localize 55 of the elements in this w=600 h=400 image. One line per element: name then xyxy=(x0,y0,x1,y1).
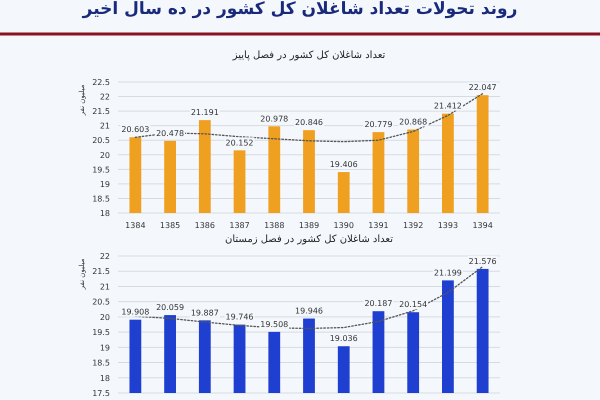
y-tick-label: 20.5 xyxy=(92,298,110,307)
x-tick-label: 1387 xyxy=(229,221,250,230)
y-tick-label: 20.5 xyxy=(92,136,110,146)
data-label: 20.846 xyxy=(295,118,323,128)
y-tick-label: 22.5 xyxy=(92,78,110,87)
data-label: 19.508 xyxy=(260,320,288,329)
data-label: 19.746 xyxy=(226,312,254,322)
x-tick-label: 1390 xyxy=(334,221,354,230)
data-label: 19.887 xyxy=(190,308,219,318)
x-tick-label: 1384 xyxy=(125,221,146,230)
data-label: 20.779 xyxy=(364,120,392,130)
y-tick-label: 19.5 xyxy=(92,165,110,174)
data-label: 21.412 xyxy=(434,102,462,111)
data-label: 20.059 xyxy=(156,303,184,312)
y-tick-label: 21 xyxy=(100,282,110,292)
y-tick-label: 21 xyxy=(100,122,110,131)
data-label: 20.154 xyxy=(399,300,428,310)
data-label: 20.868 xyxy=(399,118,428,127)
y-tick-label: 21.5 xyxy=(92,267,110,276)
data-label: 19.946 xyxy=(295,306,323,316)
y-tick-label: 20 xyxy=(100,312,110,322)
data-label: 20.187 xyxy=(364,299,392,308)
chart-title: تعداد شاغلان کل کشور در فصل زمستان xyxy=(225,234,394,245)
data-label: 20.152 xyxy=(226,138,254,148)
chart-title: تعداد شاغلان کل کشور در فصل پاییز xyxy=(232,50,386,61)
y-tick-label: 18.5 xyxy=(92,358,110,368)
x-tick-label: 1386 xyxy=(194,221,215,230)
data-label: 19.036 xyxy=(330,334,358,344)
y-tick-label: 22 xyxy=(100,252,110,261)
y-tick-label: 18 xyxy=(100,374,110,383)
x-tick-label: 1394 xyxy=(472,221,493,230)
data-label: 20.603 xyxy=(121,125,150,134)
data-label: 21.199 xyxy=(434,268,462,278)
x-tick-label: 1393 xyxy=(438,221,458,230)
y-tick-label: 21.5 xyxy=(92,107,110,116)
y-tick-label: 22 xyxy=(100,92,110,102)
data-label: 20.978 xyxy=(260,114,288,124)
y-tick-label: 18 xyxy=(100,209,110,218)
data-label: 19.908 xyxy=(121,308,150,317)
text: روند تحولات تعداد شاغلان کل کشور در ده سال اخیر xyxy=(82,0,518,19)
x-tick-label: 1391 xyxy=(368,221,389,230)
x-tick-label: 1392 xyxy=(403,221,424,230)
x-tick-label: 1385 xyxy=(160,221,180,230)
data-label: 21.576 xyxy=(468,256,497,266)
y-tick-label: 19.5 xyxy=(92,328,110,338)
y-tick-label: 19 xyxy=(100,343,110,352)
y-tick-label: 17.5 xyxy=(92,389,110,398)
data-label: 21.191 xyxy=(190,108,219,118)
x-tick-label: 1388 xyxy=(264,221,284,230)
data-label: 22.047 xyxy=(468,83,497,92)
x-tick-label: 1389 xyxy=(298,221,320,230)
data-label: 19.406 xyxy=(330,160,358,170)
y-tick-label: 20 xyxy=(100,150,110,160)
y-tick-label: 19 xyxy=(100,180,110,189)
y-tick-label: 18.5 xyxy=(92,194,110,204)
